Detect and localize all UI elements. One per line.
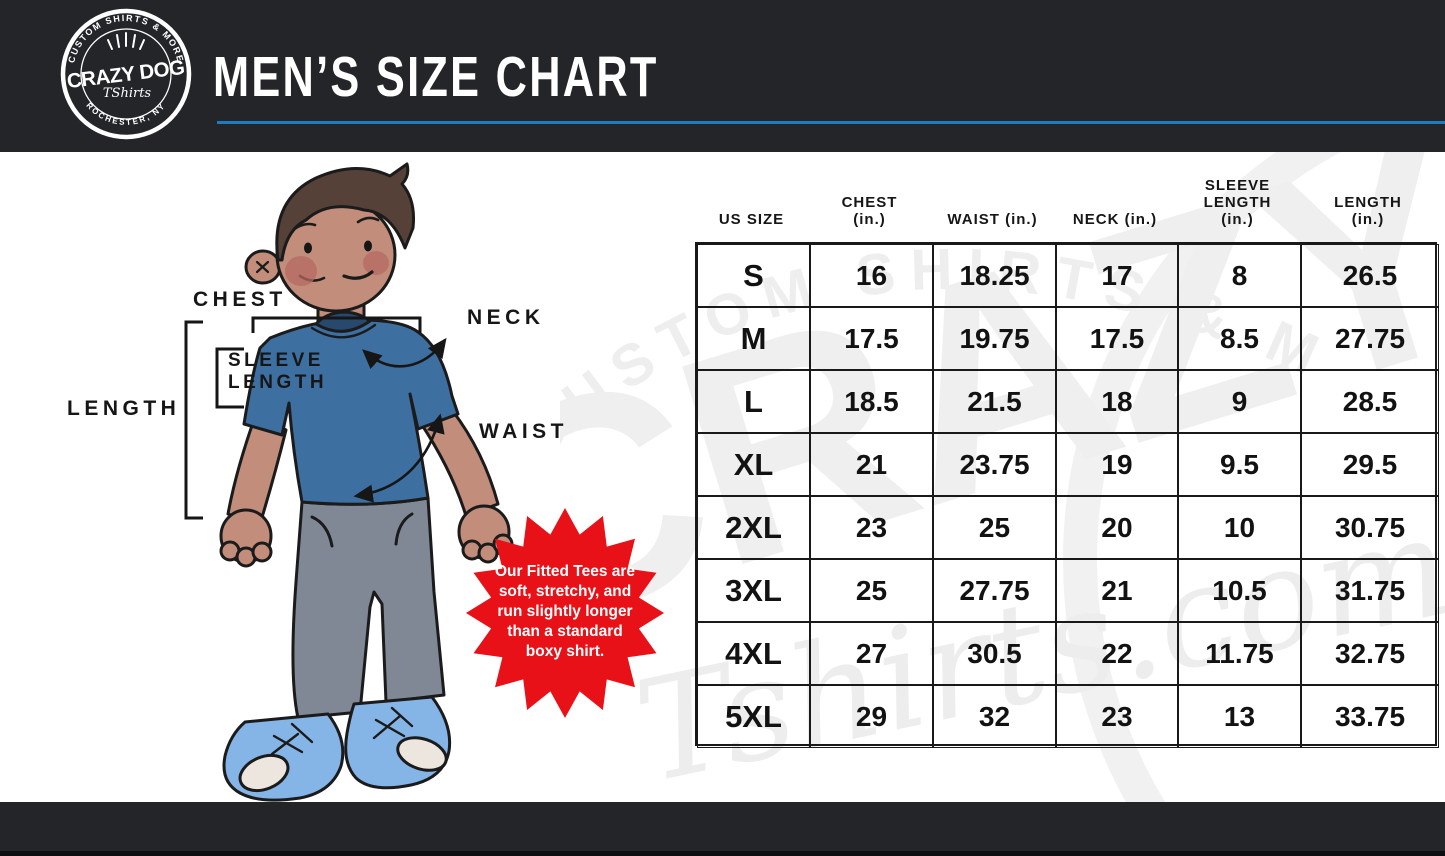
table-cell: 9.5 — [1178, 433, 1301, 496]
table-cell: 16 — [810, 244, 933, 307]
table-cell: 9 — [1178, 370, 1301, 433]
footer-edge — [0, 851, 1445, 856]
table-cell: L — [697, 370, 810, 433]
crazy-dog-logo: CUSTOM SHIRTS & MORE ROCHESTER, NY CRAZY… — [60, 8, 192, 140]
table-cell: 19.75 — [933, 307, 1056, 370]
table-cell: 4XL — [697, 622, 810, 685]
table-cell: 30.5 — [933, 622, 1056, 685]
table-header-row: US SIZE CHEST (in.) WAIST (in.) NECK (in… — [695, 157, 1437, 235]
table-cell: 30.75 — [1301, 496, 1439, 559]
svg-text:ROCHESTER, NY: ROCHESTER, NY — [84, 101, 167, 127]
logo-rays-icon — [107, 32, 145, 50]
table-cell: 26.5 — [1301, 244, 1439, 307]
waist-label: WAIST — [479, 420, 568, 443]
table-cell: 25 — [933, 496, 1056, 559]
table-cell: 18.25 — [933, 244, 1056, 307]
column-header-length: LENGTH (in.) — [1334, 194, 1402, 228]
table-cell: 17.5 — [1056, 307, 1178, 370]
left-hand — [219, 508, 273, 568]
right-hand — [457, 504, 514, 564]
table-cell: 29 — [810, 685, 933, 748]
boy-illustration — [219, 162, 514, 802]
table-cell: 33.75 — [1301, 685, 1439, 748]
table-cell: 3XL — [697, 559, 810, 622]
table-cell: 20 — [1056, 496, 1178, 559]
right-shoe-toe — [396, 736, 448, 772]
fitted-tee-callout: Our Fitted Tees are soft, stretchy, and … — [466, 508, 664, 718]
table-cell: 13 — [1178, 685, 1301, 748]
column-header-neck: NECK (in.) — [1072, 211, 1158, 228]
table-cell: 32 — [933, 685, 1056, 748]
table-cell: 21 — [810, 433, 933, 496]
sleeve-length-label: SLEEVE LENGTH — [228, 350, 328, 393]
table-cell: 17.5 — [810, 307, 933, 370]
callout-text: Our Fitted Tees are soft, stretchy, and … — [494, 563, 636, 660]
table-cell: 5XL — [697, 685, 810, 748]
column-header-sleeve-length: SLEEVE LENGTH (in.) — [1203, 177, 1272, 228]
table-cell: 21.5 — [933, 370, 1056, 433]
table-cell: 11.75 — [1178, 622, 1301, 685]
column-header-waist: WAIST (in.) — [947, 211, 1038, 228]
table-cell: 27.75 — [933, 559, 1056, 622]
table-cell: 27.75 — [1301, 307, 1439, 370]
table-cell: 18 — [1056, 370, 1178, 433]
table-cell: M — [697, 307, 810, 370]
t-shirt — [242, 318, 460, 506]
table-cell: S — [697, 244, 810, 307]
table-cell: XL — [697, 433, 810, 496]
size-table: S 16 18.25 17 8 26.5 M 17.5 19.75 17.5 8… — [695, 242, 1439, 748]
hair — [275, 162, 415, 262]
table-cell: 27 — [810, 622, 933, 685]
logo-arc-bottom-text: ROCHESTER, NY — [84, 101, 165, 127]
pants — [291, 496, 446, 720]
table-cell: 8 — [1178, 244, 1301, 307]
footer-bar — [0, 802, 1445, 856]
table-cell: 19 — [1056, 433, 1178, 496]
header-bar: CUSTOM SHIRTS & MORE ROCHESTER, NY CRAZY… — [0, 0, 1445, 152]
table-cell: 18.5 — [810, 370, 933, 433]
column-header-us-size: US SIZE — [718, 211, 785, 228]
table-cell: 17 — [1056, 244, 1178, 307]
table-cell: 25 — [810, 559, 933, 622]
length-label: LENGTH — [67, 397, 181, 420]
table-cell: 32.75 — [1301, 622, 1439, 685]
table-cell: 23.75 — [933, 433, 1056, 496]
left-shoe-toe — [238, 753, 290, 793]
column-header-chest: CHEST (in.) — [841, 194, 898, 228]
page-title: MEN’S SIZE CHART — [213, 45, 659, 109]
table-cell: 22 — [1056, 622, 1178, 685]
table-cell: 29.5 — [1301, 433, 1439, 496]
neck-label: NECK — [467, 306, 545, 329]
chest-label: CHEST — [193, 288, 287, 311]
table-cell: 23 — [1056, 685, 1178, 748]
table-cell: 10.5 — [1178, 559, 1301, 622]
logo-script-text: TShirts — [103, 86, 152, 101]
table-cell: 2XL — [697, 496, 810, 559]
starburst-icon — [466, 508, 664, 718]
table-cell: 8.5 — [1178, 307, 1301, 370]
title-underline — [217, 121, 1445, 124]
table-cell: 31.75 — [1301, 559, 1439, 622]
table-cell: 21 — [1056, 559, 1178, 622]
table-cell: 23 — [810, 496, 933, 559]
table-cell: 28.5 — [1301, 370, 1439, 433]
table-cell: 10 — [1178, 496, 1301, 559]
